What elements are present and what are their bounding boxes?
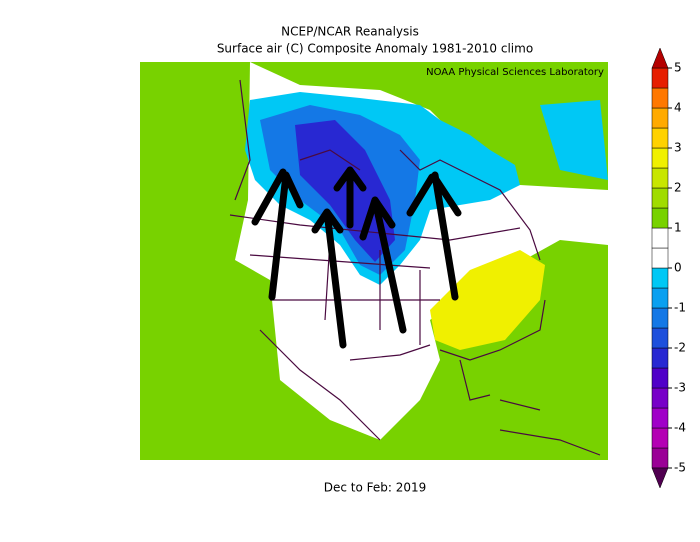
title: NCEP/NCAR Reanalysis — [281, 25, 419, 39]
colorbar-segment — [651, 267, 669, 289]
colorbar-tick-label: -1 — [674, 301, 686, 315]
colorbar: 5 4 3 2 1 0 -1 -2 -3 -4 -5 — [651, 47, 686, 489]
credit: NOAA Physical Sciences Laboratory — [426, 67, 604, 78]
colorbar-segment — [651, 407, 669, 429]
map — [140, 62, 608, 460]
colorbar-segment — [651, 327, 669, 349]
colorbar-segment — [651, 147, 669, 169]
colorbar-tick-label: 2 — [674, 181, 682, 195]
colorbar-tick-label: 3 — [674, 141, 682, 155]
colorbar-segment — [651, 427, 669, 449]
arrows — [251, 166, 462, 349]
subtitle: Surface air (C) Composite Anomaly 1981-2… — [217, 42, 533, 56]
colorbar-segment — [651, 287, 669, 309]
cold-anomaly-east — [540, 100, 608, 180]
colorbar-segment — [651, 87, 669, 109]
colorbar-segment — [651, 247, 669, 269]
colorbar-segment — [651, 207, 669, 229]
colorbar-tick-label: -4 — [674, 421, 686, 435]
colorbar-end-high — [651, 47, 669, 69]
colorbar-tick-label: -2 — [674, 341, 686, 355]
colorbar-tick-label: 4 — [674, 101, 682, 115]
colorbar-segment — [651, 347, 669, 369]
colorbar-segment — [651, 387, 669, 409]
colorbar-segment — [651, 107, 669, 129]
warm-anomaly — [430, 250, 545, 350]
borders — [229, 79, 601, 456]
colorbar-segment — [651, 307, 669, 329]
colorbar-segment — [651, 447, 669, 469]
colorbar-segment — [651, 127, 669, 149]
colorbar-segment — [651, 167, 669, 189]
colorbar-tick-label: 1 — [674, 221, 682, 235]
colorbar-tick-label: -3 — [674, 381, 686, 395]
colorbar-segment — [651, 227, 669, 249]
colorbar-tick-label: -5 — [674, 461, 686, 475]
colorbar-tick-label: 5 — [674, 61, 682, 75]
colorbar-tick-label: 0 — [674, 261, 682, 275]
footer: Dec to Feb: 2019 — [324, 481, 427, 495]
colorbar-segment — [651, 367, 669, 389]
colorbar-segment — [651, 67, 669, 89]
colorbar-segment — [651, 187, 669, 209]
colorbar-end-low — [651, 467, 669, 489]
